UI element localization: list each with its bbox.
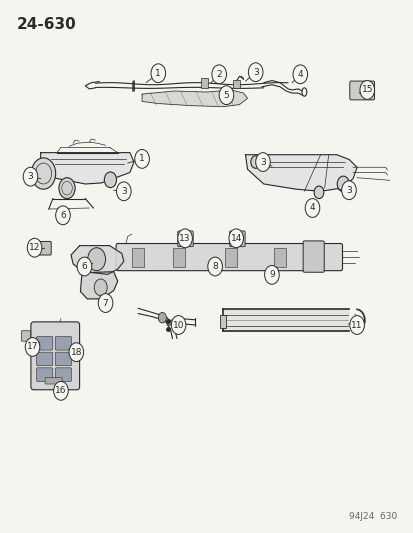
FancyBboxPatch shape xyxy=(55,352,71,366)
Text: 6: 6 xyxy=(81,262,87,271)
FancyBboxPatch shape xyxy=(21,331,31,341)
Text: 7: 7 xyxy=(102,298,108,308)
Circle shape xyxy=(27,238,42,257)
FancyBboxPatch shape xyxy=(55,336,71,350)
Text: 18: 18 xyxy=(71,348,82,357)
Circle shape xyxy=(54,382,68,400)
Circle shape xyxy=(228,229,243,248)
FancyBboxPatch shape xyxy=(31,322,79,390)
Circle shape xyxy=(250,156,260,168)
Text: 16: 16 xyxy=(55,386,66,395)
FancyBboxPatch shape xyxy=(45,378,62,384)
Circle shape xyxy=(88,248,105,271)
Text: 10: 10 xyxy=(173,320,184,329)
Circle shape xyxy=(171,316,185,334)
Polygon shape xyxy=(245,155,356,191)
Bar xyxy=(219,314,225,328)
Text: 13: 13 xyxy=(179,234,190,243)
FancyBboxPatch shape xyxy=(349,81,374,100)
Text: 14: 14 xyxy=(230,234,241,243)
Text: 3: 3 xyxy=(259,158,265,166)
Circle shape xyxy=(341,181,356,200)
FancyBboxPatch shape xyxy=(55,368,71,382)
Text: 3: 3 xyxy=(28,172,33,181)
Text: 1: 1 xyxy=(139,155,145,164)
Text: 3: 3 xyxy=(121,187,126,196)
Text: 94J24  630: 94J24 630 xyxy=(349,512,397,521)
Circle shape xyxy=(255,152,270,172)
Circle shape xyxy=(59,177,75,199)
FancyBboxPatch shape xyxy=(116,244,342,271)
Circle shape xyxy=(292,65,307,84)
Polygon shape xyxy=(142,90,247,107)
FancyBboxPatch shape xyxy=(36,352,53,366)
Bar xyxy=(172,248,184,266)
Bar xyxy=(233,79,239,88)
Text: 15: 15 xyxy=(361,85,372,94)
Text: 24-630: 24-630 xyxy=(16,17,76,32)
Circle shape xyxy=(98,294,113,312)
Circle shape xyxy=(158,312,166,323)
Circle shape xyxy=(337,176,349,192)
Text: 4: 4 xyxy=(309,204,315,213)
Circle shape xyxy=(25,337,40,357)
Circle shape xyxy=(104,172,116,188)
Text: 8: 8 xyxy=(212,262,218,271)
FancyBboxPatch shape xyxy=(302,241,323,272)
Circle shape xyxy=(359,80,374,99)
Circle shape xyxy=(218,86,233,104)
Bar xyxy=(225,248,237,266)
Polygon shape xyxy=(80,272,117,299)
Polygon shape xyxy=(223,309,347,332)
Text: 3: 3 xyxy=(252,68,258,77)
Text: 6: 6 xyxy=(60,211,66,220)
Bar xyxy=(200,78,208,88)
Bar xyxy=(310,248,322,266)
Text: 2: 2 xyxy=(216,70,221,79)
Text: 9: 9 xyxy=(268,270,274,279)
Text: 4: 4 xyxy=(297,70,302,79)
Polygon shape xyxy=(71,246,123,274)
FancyBboxPatch shape xyxy=(229,231,244,247)
Circle shape xyxy=(151,64,165,83)
FancyBboxPatch shape xyxy=(36,336,53,350)
Text: 3: 3 xyxy=(345,185,351,195)
Text: 11: 11 xyxy=(351,320,362,329)
Circle shape xyxy=(349,316,363,334)
Text: 12: 12 xyxy=(29,243,40,252)
FancyBboxPatch shape xyxy=(36,368,53,382)
Circle shape xyxy=(211,65,226,84)
Circle shape xyxy=(207,257,222,276)
Circle shape xyxy=(313,186,323,199)
Circle shape xyxy=(177,229,192,248)
Bar xyxy=(132,248,144,266)
Circle shape xyxy=(135,149,149,168)
Text: 17: 17 xyxy=(27,342,38,351)
Circle shape xyxy=(264,265,278,284)
Text: 1: 1 xyxy=(155,69,161,78)
FancyBboxPatch shape xyxy=(177,231,193,247)
Circle shape xyxy=(94,279,107,296)
Bar xyxy=(273,248,285,266)
Circle shape xyxy=(69,343,83,361)
Circle shape xyxy=(31,158,55,189)
Circle shape xyxy=(55,206,70,225)
Circle shape xyxy=(77,257,92,276)
Circle shape xyxy=(248,63,262,82)
FancyBboxPatch shape xyxy=(39,241,51,255)
Polygon shape xyxy=(40,152,134,184)
Circle shape xyxy=(116,182,131,201)
Circle shape xyxy=(304,199,319,217)
Circle shape xyxy=(23,167,38,186)
Text: 5: 5 xyxy=(223,91,229,100)
